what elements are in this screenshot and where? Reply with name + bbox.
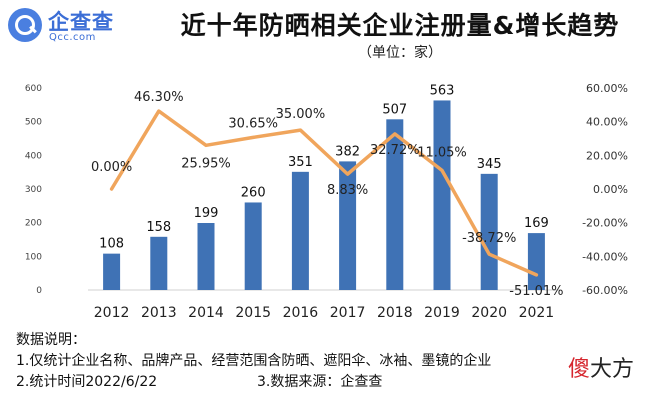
chart-unit: （单位：家） bbox=[358, 45, 442, 61]
brand-logo: 企查查 Qcc.com bbox=[8, 6, 138, 46]
line-value-label: -38.72% bbox=[462, 231, 516, 246]
bar bbox=[291, 171, 309, 290]
bar-value-label: 382 bbox=[335, 144, 360, 159]
bar-value-label: 563 bbox=[430, 83, 455, 98]
line-value-label: 46.30% bbox=[134, 90, 184, 105]
x-tick-label: 2015 bbox=[235, 305, 271, 321]
bar bbox=[244, 202, 262, 290]
bar-value-label: 108 bbox=[99, 237, 124, 252]
x-tick-label: 2018 bbox=[377, 305, 413, 321]
bar-value-label: 158 bbox=[146, 220, 171, 235]
watermark-first: 傻 bbox=[568, 357, 591, 382]
bar-value-label: 260 bbox=[241, 185, 266, 200]
notes-heading: 数据说明： bbox=[16, 332, 86, 348]
x-tick-label: 2012 bbox=[94, 305, 130, 321]
y-left-tick-label: 500 bbox=[25, 118, 42, 128]
bar bbox=[480, 173, 498, 290]
line-value-label: 35.00% bbox=[276, 107, 326, 122]
y-right-tick-label: 20.00% bbox=[586, 149, 628, 162]
bar bbox=[339, 161, 357, 290]
line-value-label: 32.72% bbox=[370, 143, 420, 158]
bar bbox=[386, 119, 404, 290]
y-right-tick-label: -20.00% bbox=[582, 217, 628, 230]
x-tick-label: 2013 bbox=[141, 305, 177, 321]
bar bbox=[197, 223, 215, 290]
note-line-1: 1.仅统计企业名称、品牌产品、经营范围含防晒、遮阳伞、冰袖、墨镜的企业 bbox=[16, 353, 492, 369]
note-line-3: 3.数据来源：企查查 bbox=[257, 374, 383, 390]
x-tick-label: 2014 bbox=[188, 305, 224, 321]
bar bbox=[150, 236, 168, 290]
combo-chart: 0 100 200 300 400 500 600 -60.00% -40.00% -20.00%… bbox=[25, 82, 628, 321]
brand-name-en: Qcc.com bbox=[49, 32, 96, 43]
chart-title: 近十年防晒相关企业注册量&增长趋势 bbox=[180, 11, 620, 40]
x-tick-label: 2016 bbox=[283, 305, 319, 321]
y-left-tick-label: 0 bbox=[36, 286, 42, 296]
bar-value-label: 507 bbox=[382, 102, 407, 117]
y-right-tick-label: 0.00% bbox=[593, 183, 628, 196]
x-tick-label: 2019 bbox=[424, 305, 460, 321]
bar-value-label: 199 bbox=[194, 206, 219, 221]
watermark-rest: 大方 bbox=[590, 357, 635, 382]
watermark: 傻大方 bbox=[568, 351, 634, 383]
bar bbox=[103, 253, 121, 290]
brand-name-cn: 企查查 bbox=[48, 10, 114, 34]
growth-line bbox=[109, 109, 539, 277]
bar bbox=[433, 100, 451, 290]
magnifier-logo-icon bbox=[8, 8, 42, 42]
x-tick-label: 2017 bbox=[330, 305, 366, 321]
y-right-tick-label: 40.00% bbox=[586, 116, 628, 129]
line-value-label: 0.00% bbox=[91, 160, 132, 175]
y-left-tick-label: 400 bbox=[25, 151, 42, 161]
y-right-tick-label: -60.00% bbox=[582, 284, 628, 297]
line-value-label: 25.95% bbox=[181, 156, 231, 171]
y-right-tick-label: -40.00% bbox=[582, 250, 628, 263]
y-left-tick-label: 600 bbox=[25, 84, 42, 94]
bar-value-label: 351 bbox=[288, 155, 313, 170]
line-value-label: 8.83% bbox=[327, 183, 368, 198]
x-tick-label: 2021 bbox=[519, 305, 555, 321]
line-value-label: 11.05% bbox=[417, 145, 467, 160]
line-value-label: -51.01% bbox=[509, 284, 563, 299]
y-left-tick-label: 100 bbox=[25, 252, 42, 262]
y-right-tick-label: 60.00% bbox=[586, 82, 628, 95]
bar-value-label: 345 bbox=[477, 157, 502, 172]
bar bbox=[527, 233, 545, 290]
line-value-label: 30.65% bbox=[228, 116, 278, 131]
x-tick-label: 2020 bbox=[471, 305, 507, 321]
bar-value-label: 169 bbox=[524, 216, 549, 231]
y-left-tick-label: 200 bbox=[25, 219, 42, 229]
y-left-tick-label: 300 bbox=[25, 185, 42, 195]
note-line-2: 2.统计时间2022/6/22 bbox=[16, 374, 158, 390]
